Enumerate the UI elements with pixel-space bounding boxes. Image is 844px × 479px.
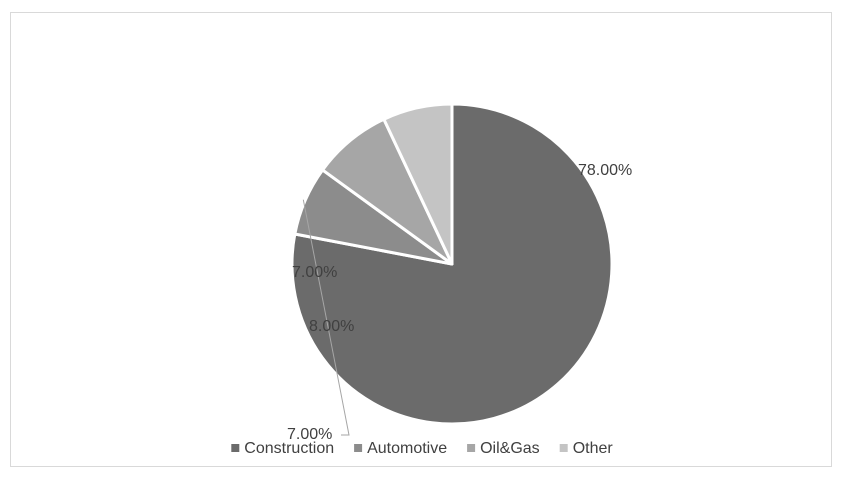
data-label-oil-gas: 8.00% xyxy=(309,318,354,335)
pie-slice-other xyxy=(382,102,454,266)
legend-item-oil-gas: Oil&Gas xyxy=(467,440,540,457)
legend-label-construction: Construction xyxy=(244,440,334,457)
legend-label-automotive: Automotive xyxy=(367,440,447,457)
legend-swatch-other xyxy=(559,444,568,452)
pie-slices xyxy=(290,102,614,426)
legend-item-other: Other xyxy=(559,440,614,457)
data-label-construction: 78.00% xyxy=(578,162,632,179)
pie-data-labels: 78.00% 7.00% 8.00% 7.00% xyxy=(287,162,632,443)
legend-item-automotive: Automotive xyxy=(354,440,447,457)
legend-item-construction: Construction xyxy=(231,440,334,457)
leader-line-automotive xyxy=(302,199,350,436)
legend-swatch-oil-gas xyxy=(467,444,476,452)
chart-legend: Construction Automotive Oil&Gas Other xyxy=(231,440,613,457)
data-label-other: 7.00% xyxy=(292,264,337,281)
data-label-automotive: 7.00% xyxy=(287,426,332,443)
chart-frame: 78.00% 7.00% 8.00% 7.00% Construction Automo… xyxy=(10,12,832,467)
pie-slice-construction xyxy=(290,102,614,426)
legend-swatch-construction xyxy=(231,444,240,452)
legend-swatch-automotive xyxy=(354,444,363,452)
legend-label-other: Other xyxy=(573,440,614,457)
legend-label-oil-gas: Oil&Gas xyxy=(480,440,540,457)
pie-chart: 78.00% 7.00% 8.00% 7.00% Construction Automo… xyxy=(231,102,632,457)
